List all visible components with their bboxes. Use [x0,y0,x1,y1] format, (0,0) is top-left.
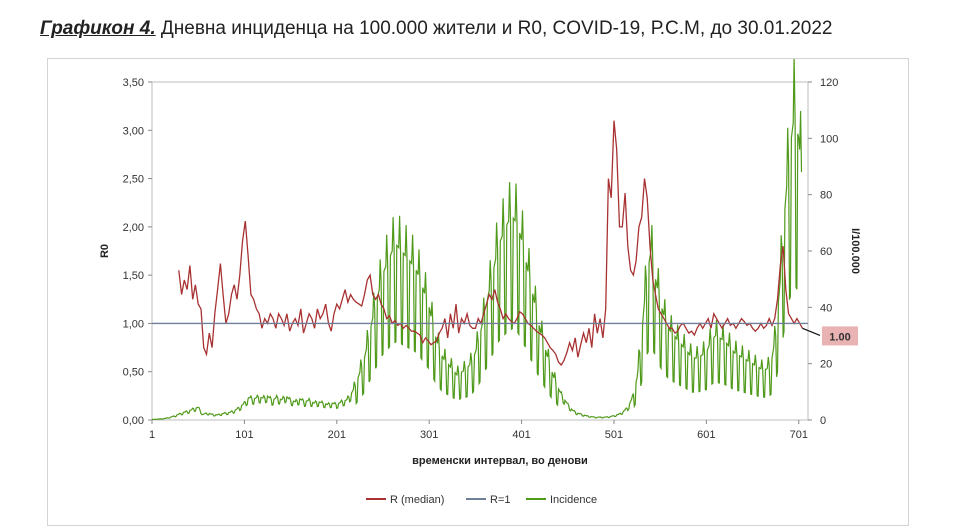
x-tick-label: 1 [149,429,155,441]
y-right-tick-label: 60 [820,246,832,258]
y-left-tick-label: 2,00 [123,222,144,234]
r-median-series-group [178,120,804,367]
figure-label: Графикон 4. [40,18,156,39]
y-right-tick-label: 80 [820,190,832,202]
axes-group: 0,00 0,50 1,00 1,50 2,00 2,50 3,00 3,50 0 20 40 60 8… [123,77,839,441]
y-right-tick-label: 20 [820,359,832,371]
legend-label: R (median) [390,494,444,506]
incidence-series-group [152,59,803,420]
x-tick-label: 101 [235,429,253,441]
x-axis-title: временски интервал, во денови [412,455,588,467]
legend-label: Incidence [550,494,597,506]
y-left-tick-label: 3,00 [123,125,144,137]
callout-value: 1.00 [829,331,850,343]
x-tick-label: 601 [697,429,715,441]
legend-label: R=1 [490,494,511,506]
y-right-tick-label: 120 [820,77,838,89]
y-left-axis-title: R0 [99,244,111,258]
y-right-axis-title: I/100.000 [849,228,861,274]
x-tick-label: 401 [512,429,530,441]
y-left-tick-label: 0,00 [123,415,144,427]
y-right-tick-label: 40 [820,302,832,314]
callout-group: 1.00 [802,326,858,346]
combined-chart: 0,00 0,50 1,00 1,50 2,00 2,50 3,00 3,50 0 20 40 60 8… [99,59,861,506]
y-left-tick-label: 3,50 [123,77,144,89]
x-tick-label: 301 [420,429,438,441]
x-tick-label: 201 [328,429,346,441]
legend-group: R (median) R=1 Incidence [366,494,597,506]
y-left-tick-label: 0,50 [123,367,144,379]
callout-box [822,326,858,346]
y-left-tick-label: 2,50 [123,174,144,186]
incidence-line [152,59,803,420]
y-right-tick-label: 100 [820,133,838,145]
axis-labels-group: временски интервал, во денови R0 I/100.000 [99,228,861,467]
x-tick-label: 501 [605,429,623,441]
chart-caption: Графикон 4. Дневна инциденца на 100.000 … [40,18,832,40]
y-right-tick-label: 0 [820,415,826,427]
figure-title: Дневна инциденца на 100.000 жители и R0,… [160,18,833,39]
x-tick-label: 701 [790,429,808,441]
callout-leader [802,327,821,336]
y-left-tick-label: 1,00 [123,318,144,330]
y-left-tick-label: 1,50 [123,270,144,282]
chart-frame: 0,00 0,50 1,00 1,50 2,00 2,50 3,00 3,50 0 20 40 60 8… [47,58,909,526]
r-median-line [178,120,804,367]
